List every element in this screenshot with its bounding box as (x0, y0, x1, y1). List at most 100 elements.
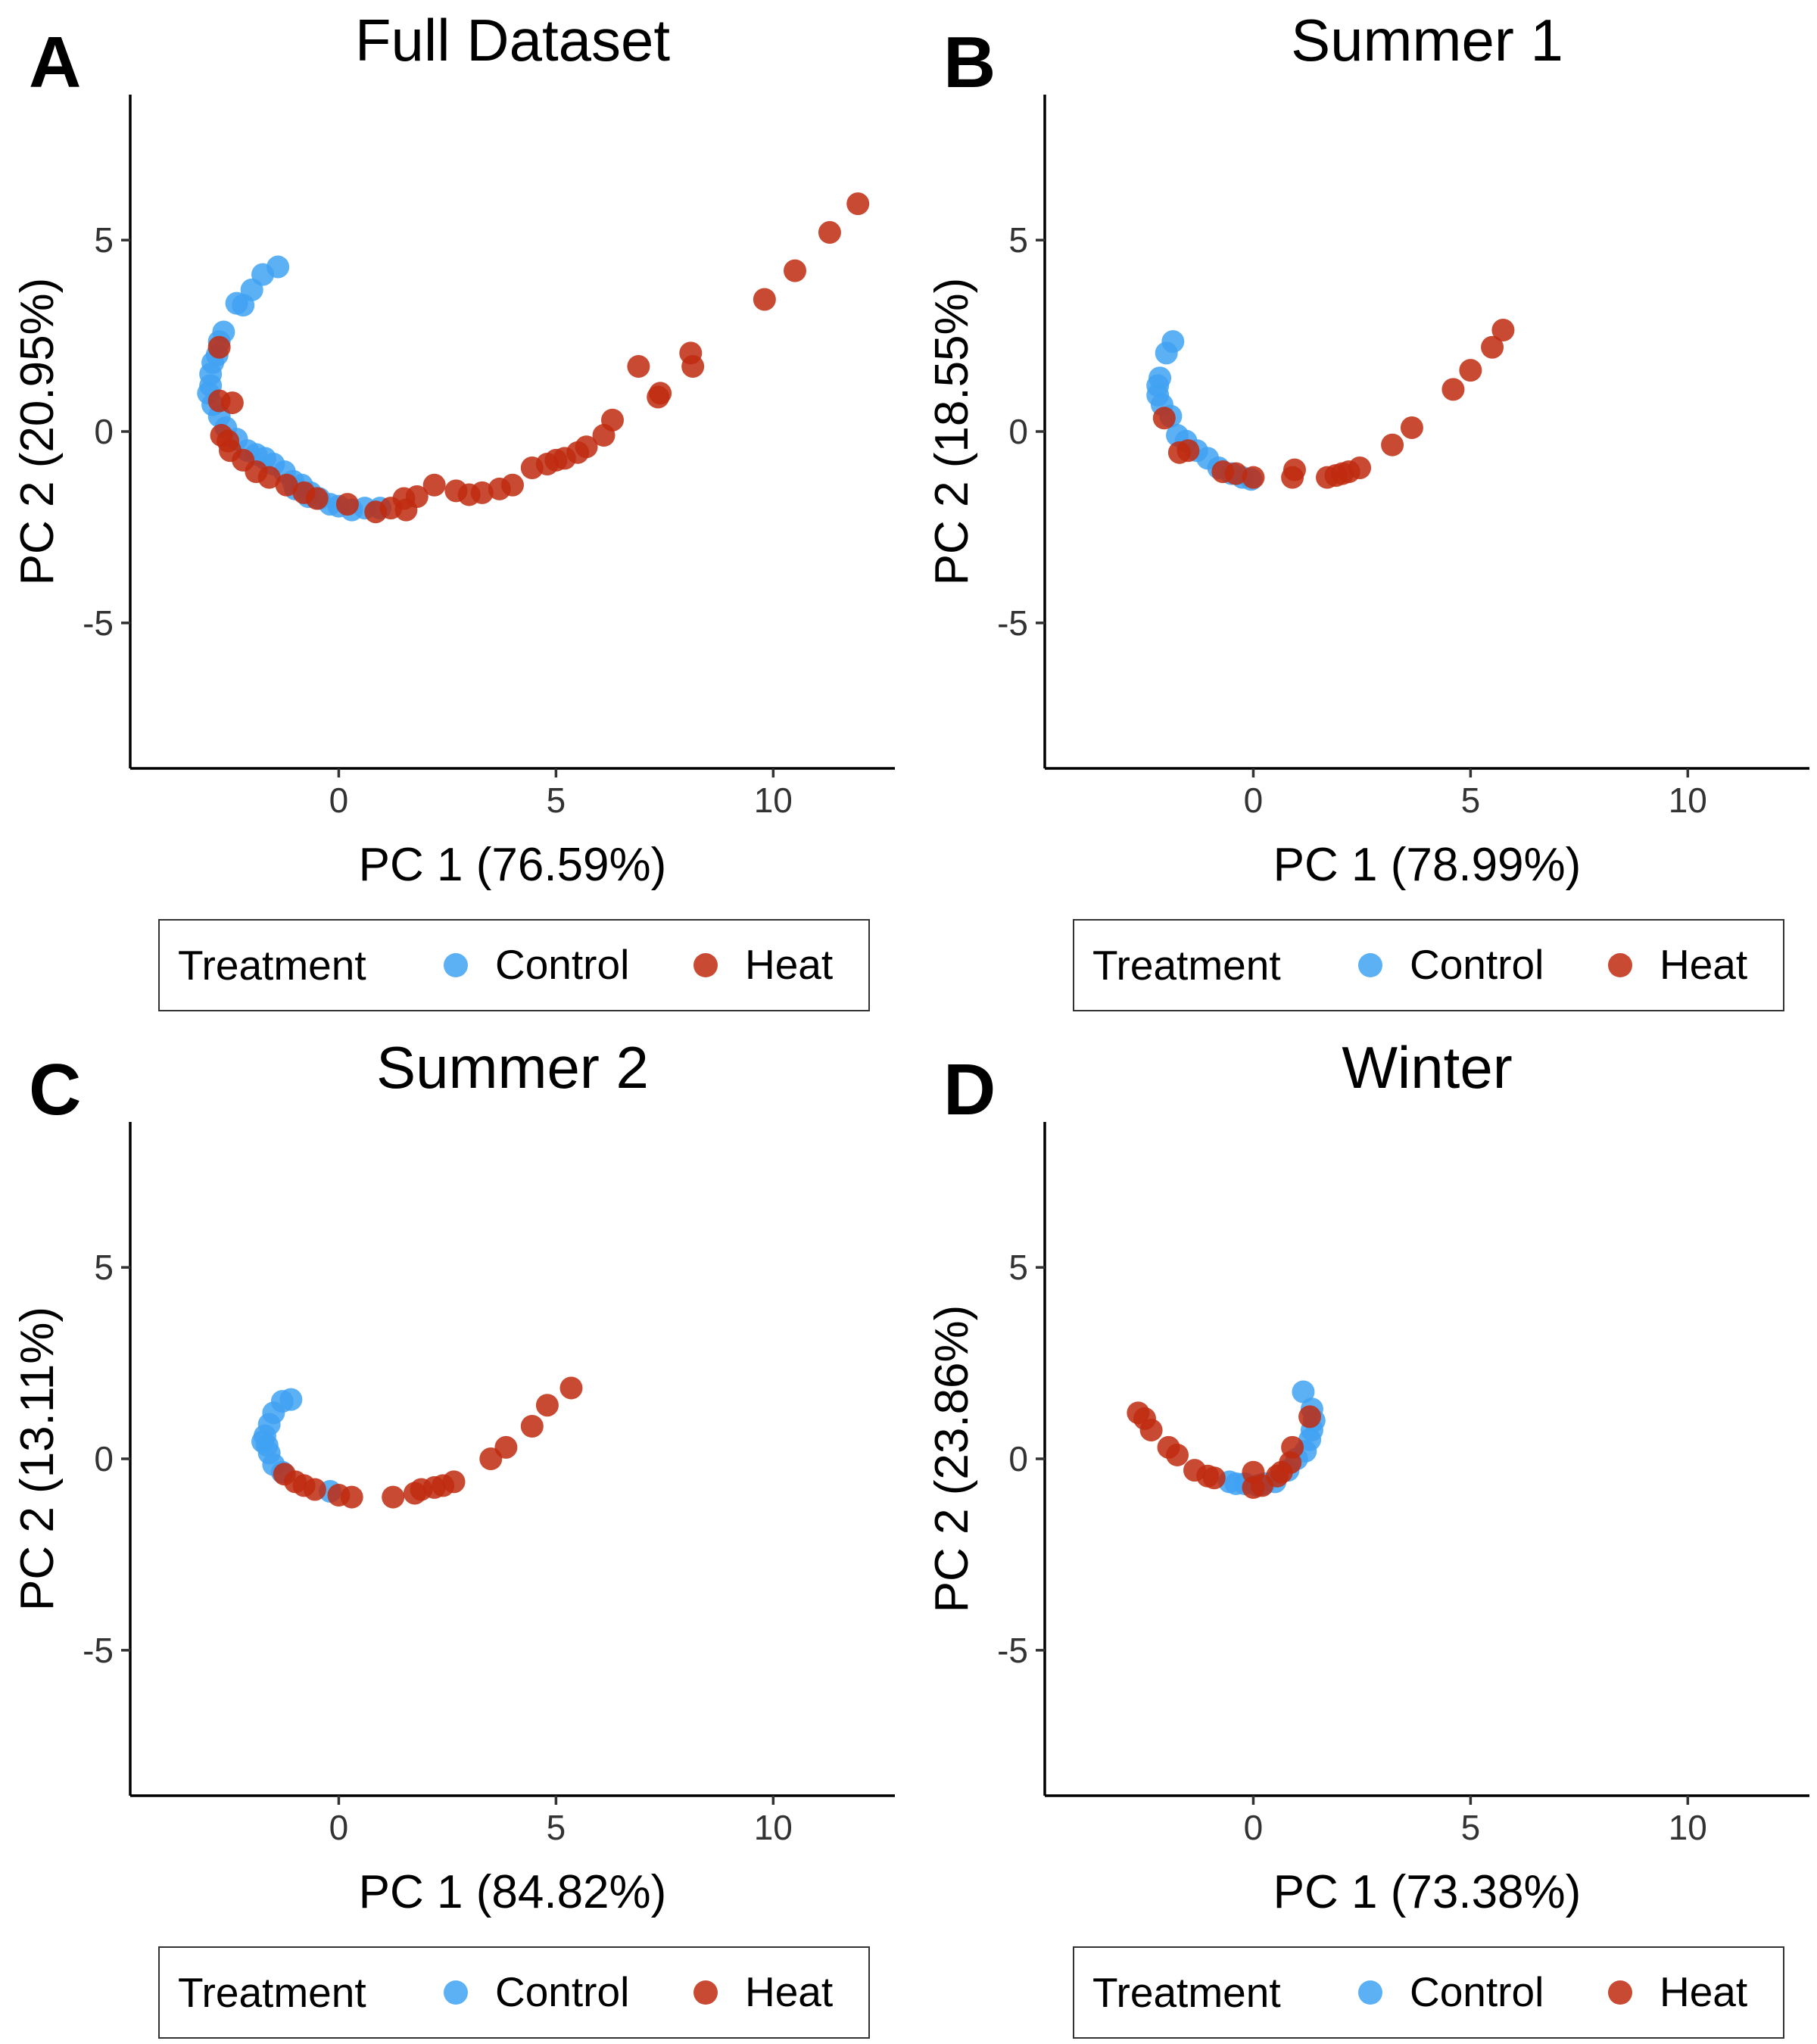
y-axis-title: PC 2 (18.55%) (926, 278, 978, 586)
y-axis-title: PC 2 (13.11%) (11, 1307, 64, 1611)
data-point-heat (1481, 335, 1504, 359)
data-point-heat (335, 493, 359, 516)
panel-title: Full Dataset (355, 7, 670, 73)
legend-key-control (444, 953, 468, 977)
data-point-heat (1381, 433, 1404, 456)
x-axis-title: PC 1 (76.59%) (359, 839, 667, 891)
y-tick-label: 0 (94, 412, 114, 451)
panel-a: A Full Dataset 0 5 10 -5 0 5 PC 1 (76.59%) PC 2 (… (11, 7, 895, 1011)
data-point-heat (1202, 1466, 1226, 1490)
panel-title: Summer 1 (1291, 7, 1563, 73)
y-tick-label: -5 (997, 1631, 1028, 1670)
data-point-heat (1242, 1460, 1265, 1484)
legend-box (1073, 919, 1784, 1011)
data-point-heat (535, 1394, 559, 1417)
data-point-control (251, 1430, 275, 1454)
data-point-heat (647, 385, 670, 409)
legend-label-heat: Heat (1660, 941, 1747, 988)
x-tick-label: 5 (1461, 1808, 1481, 1847)
scatter-points (197, 192, 870, 524)
panel-letter: B (943, 22, 996, 103)
data-point-heat (479, 1447, 503, 1470)
legend-key-heat (1608, 1980, 1632, 2005)
y-tick-label: 0 (1008, 1439, 1028, 1478)
y-tick-label: 5 (1008, 1248, 1028, 1287)
data-point-heat (1316, 466, 1339, 489)
data-point-heat (520, 1415, 544, 1438)
legend-key-heat (693, 953, 718, 977)
data-point-heat (1459, 359, 1482, 382)
data-point-heat (403, 1482, 426, 1505)
legend-label-control: Control (495, 1968, 629, 2015)
scatter-points (1146, 318, 1515, 491)
y-tick-label: 5 (94, 220, 114, 260)
x-tick-label: 10 (1669, 781, 1707, 820)
legend: Treatment Control Heat (1073, 919, 1784, 1011)
data-point-heat (592, 424, 616, 447)
data-point-heat (681, 355, 705, 379)
data-point-heat (1166, 1443, 1189, 1466)
legend-label-heat: Heat (745, 1968, 833, 2015)
y-axis-title: PC 2 (20.95%) (11, 278, 64, 586)
scatter-points (1127, 1380, 1326, 1499)
data-point-heat (1281, 1435, 1304, 1459)
y-axis-title: PC 2 (23.86%) (926, 1305, 978, 1613)
panel-d: D Winter 0 5 10 -5 0 5 PC 1 (73.38%) PC 2 (23.86%… (926, 1034, 1809, 2039)
y-tick-label: 0 (1008, 412, 1028, 451)
data-point-heat (444, 479, 468, 503)
data-point-heat (422, 473, 446, 497)
data-point-heat (1152, 407, 1176, 430)
panel-letter: C (29, 1049, 81, 1130)
x-tick-label: 10 (754, 1808, 793, 1847)
data-point-heat (273, 1463, 296, 1486)
data-point-heat (627, 355, 650, 379)
x-tick-label: 0 (1244, 781, 1264, 820)
data-point-heat (327, 1484, 351, 1507)
legend-box (158, 1946, 870, 2039)
data-point-control (1155, 341, 1178, 365)
legend-box (1073, 1946, 1784, 2039)
legend-key-heat (693, 1980, 718, 2005)
legend-key-control (1358, 953, 1382, 977)
legend-title: Treatment (1092, 1969, 1281, 2016)
data-point-heat (488, 477, 511, 500)
data-point-heat (818, 221, 841, 245)
panel-title: Summer 2 (376, 1034, 649, 1101)
data-point-heat (364, 500, 388, 524)
y-tick-label: -5 (83, 1631, 114, 1670)
x-axis-title: PC 1 (84.82%) (359, 1866, 667, 1918)
data-point-heat (1139, 1419, 1163, 1442)
legend-title: Treatment (178, 1969, 366, 2016)
y-tick-label: -5 (997, 603, 1028, 643)
legend-title: Treatment (1092, 942, 1281, 989)
data-point-heat (382, 1485, 405, 1509)
x-tick-label: 0 (1244, 1808, 1264, 1847)
data-point-heat (784, 259, 807, 282)
panel-title: Winter (1342, 1034, 1512, 1101)
data-point-heat (1167, 441, 1191, 464)
data-point-heat (275, 473, 298, 497)
legend-key-heat (1608, 953, 1632, 977)
legend-label-control: Control (1410, 941, 1544, 988)
x-tick-label: 0 (329, 1808, 349, 1847)
x-tick-label: 10 (1669, 1808, 1707, 1847)
data-point-heat (1298, 1405, 1322, 1429)
data-point-heat (207, 335, 231, 359)
data-point-heat (520, 456, 544, 480)
panel-b: B Summer 1 0 5 10 -5 0 5 PC 1 (78.99%) PC 2 (18.5… (926, 7, 1809, 1011)
legend-label-control: Control (495, 941, 629, 988)
data-point-heat (217, 429, 240, 453)
data-point-control (225, 291, 248, 315)
data-point-heat (207, 389, 231, 413)
data-point-heat (753, 288, 776, 311)
data-point-heat (1400, 416, 1423, 439)
y-tick-label: -5 (83, 603, 114, 643)
x-tick-label: 5 (547, 781, 566, 820)
legend: Treatment Control Heat (1073, 1946, 1784, 2039)
data-point-heat (1441, 378, 1465, 401)
data-point-heat (1242, 466, 1265, 489)
data-point-heat (1491, 318, 1515, 341)
legend: Treatment Control Heat (158, 1946, 870, 2039)
x-tick-label: 10 (754, 781, 793, 820)
